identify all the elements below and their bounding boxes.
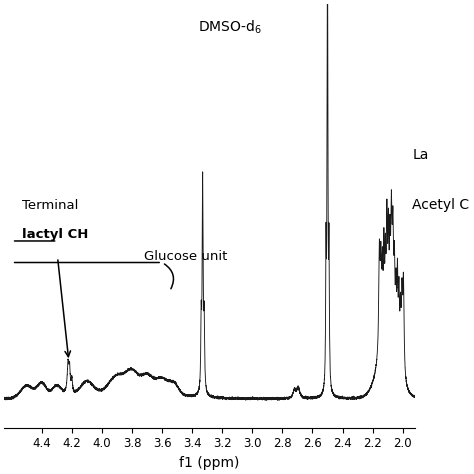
Text: DMSO-d$_6$: DMSO-d$_6$ [198, 19, 262, 36]
Text: La: La [412, 148, 429, 162]
Text: Terminal: Terminal [22, 199, 79, 212]
X-axis label: f1 (ppm): f1 (ppm) [179, 456, 240, 470]
Text: Glucose unit: Glucose unit [144, 249, 228, 263]
Text: lactyl CH: lactyl CH [22, 228, 89, 241]
Text: Acetyl C: Acetyl C [412, 198, 470, 212]
